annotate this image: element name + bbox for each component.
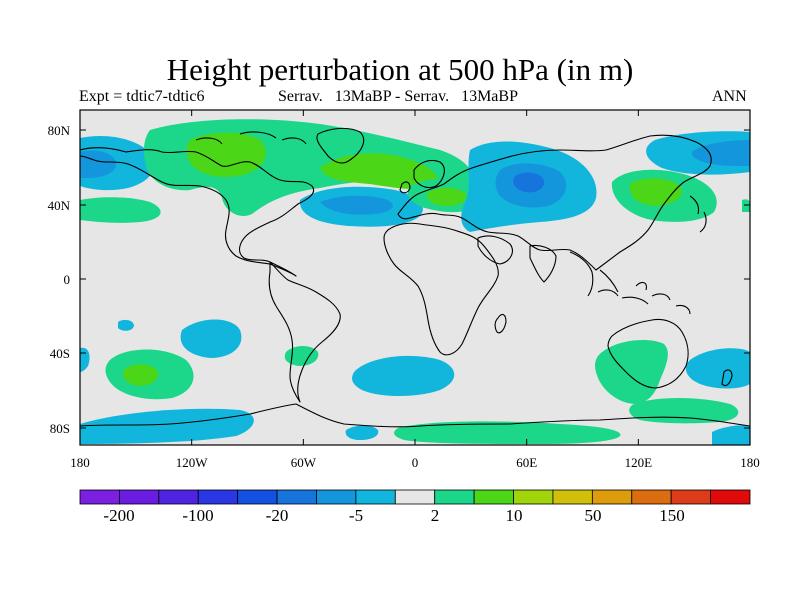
coast-north-america [80, 147, 315, 277]
labelbar-label: -20 [266, 506, 289, 525]
center-subtitle: Serrav. 13MaBP - Serrav. 13MaBP [278, 88, 518, 105]
coast-eurasia [397, 134, 712, 271]
contour-negative-core-atlantic [320, 195, 393, 215]
coast-africa [383, 222, 499, 356]
coast-indonesia [597, 281, 691, 315]
contour-negative-center-siberia [513, 172, 545, 193]
labelbar-box [237, 489, 278, 505]
lon-tick-label: 0 [412, 455, 419, 470]
contour-negative-west-edge [80, 347, 90, 372]
coast-antarctica [80, 403, 750, 428]
contour-negative-core-ne [691, 140, 750, 166]
contour-negative-south-atlantic [352, 355, 455, 396]
coast-british-isles [399, 181, 411, 194]
contour-positive-south-america [284, 346, 319, 366]
coast-arabia [477, 235, 513, 265]
contour-fills [80, 119, 750, 445]
labelbar-box [710, 489, 751, 505]
contour-negative-antarctic-west [80, 408, 254, 444]
labelbar-box [355, 489, 396, 505]
contour-positive-core-east-asia [629, 178, 682, 206]
season-label: ANN [712, 88, 747, 105]
labelbar-box [316, 489, 357, 505]
contour-negative-east-south-pacific [685, 348, 750, 389]
contour-negative-core-nw [80, 150, 117, 178]
lon-tick-label: 60E [516, 455, 537, 470]
labelbar-label: -200 [103, 506, 134, 525]
labelbar-label: 50 [585, 506, 602, 525]
lat-tick-label: 80S [50, 421, 70, 436]
lon-tick-label: 120E [625, 455, 653, 470]
labelbar-box [276, 489, 317, 505]
labelbar-box [670, 489, 711, 505]
contour-negative-small-south-pacific [118, 319, 134, 331]
lon-tick-label: 180 [70, 455, 90, 470]
labelbar-box [158, 489, 199, 505]
coast-scandinavia [413, 159, 445, 189]
coast-arctic-islands [195, 131, 307, 145]
labelbar-box [197, 489, 239, 505]
coastlines [80, 127, 750, 428]
labelbar-box [513, 489, 554, 505]
labelbar-box [394, 489, 436, 505]
coast-new-zealand [721, 369, 733, 387]
latitude-axis: 80N 40N 0 40S 80S [48, 123, 750, 436]
contour-positive-antarctic [394, 421, 621, 444]
contour-positive-indian-ocean [595, 340, 668, 404]
coast-australia [607, 318, 689, 389]
contour-positive-core-south-pacific [122, 364, 159, 386]
labelbar-box [119, 489, 160, 505]
labelbar-box [434, 489, 475, 505]
labelbar-box [631, 489, 672, 505]
coast-india [529, 244, 557, 283]
contour-negative-south-pacific [180, 319, 242, 358]
labelbar-label: 10 [506, 506, 523, 525]
plot-title: Height perturbation at 500 hPa (in m) [166, 52, 634, 87]
labelbar-box [552, 489, 593, 505]
coast-japan [689, 195, 707, 233]
color-labelbar: -200 -100 -20 -5 2 10 50 150 [79, 489, 751, 525]
labelbar-label: 150 [659, 506, 685, 525]
labelbar-box [79, 489, 120, 505]
contour-negative-antarctic-small [345, 425, 379, 440]
contour-positive-core-europe [427, 187, 467, 206]
experiment-label: Expt = tdtic7-tdtic6 [79, 88, 205, 105]
labelbar-label: 2 [431, 506, 440, 525]
coast-madagascar [494, 313, 507, 334]
contour-positive-pacific-north [80, 197, 161, 223]
lon-tick-label: 60W [291, 455, 317, 470]
longitude-axis: 180 120W 60W 0 60E 120E 180 [70, 110, 760, 470]
coast-greenland [316, 127, 365, 164]
lat-tick-label: 80N [48, 123, 71, 138]
contour-negative-antarctic-east [712, 425, 750, 445]
lon-tick-label: 180 [740, 455, 760, 470]
lon-tick-label: 120W [176, 455, 209, 470]
contour-positive-core-north-atlantic [320, 153, 439, 190]
contour-positive-edge-east [742, 199, 750, 212]
lat-tick-label: 0 [64, 272, 71, 287]
lat-tick-label: 40N [48, 198, 71, 213]
lat-tick-label: 40S [50, 346, 70, 361]
coast-south-america [268, 261, 341, 403]
labelbar-label: -5 [349, 506, 363, 525]
labelbar-box [591, 489, 633, 505]
labelbar-label: -100 [182, 506, 213, 525]
labelbar-box [473, 489, 514, 505]
contour-positive-core-canada [186, 132, 266, 178]
coast-se-asia [569, 251, 619, 297]
